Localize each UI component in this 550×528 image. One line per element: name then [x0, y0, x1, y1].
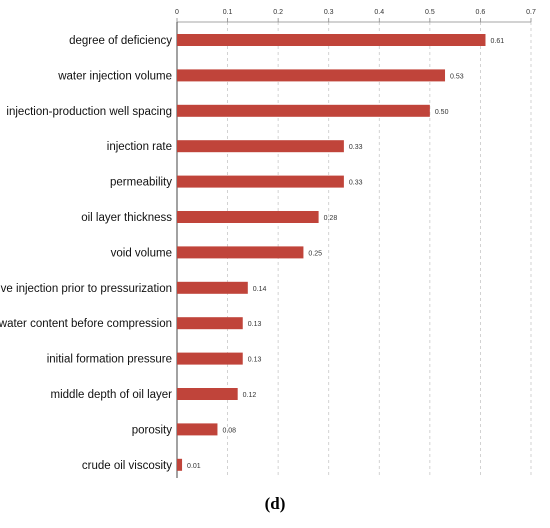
panel-label: (d)	[264, 494, 286, 513]
x-tick-label: 0.6	[476, 9, 486, 16]
category-label: degree of deficiency	[69, 35, 172, 47]
x-tick-label: 0.3	[324, 9, 334, 16]
bar	[177, 317, 243, 330]
bar	[177, 246, 304, 259]
category-label: permeability	[110, 177, 172, 189]
category-label: middle depth of oil layer	[51, 389, 173, 401]
bar	[177, 458, 183, 471]
data-label: 0.61	[490, 38, 504, 45]
x-tick-label: 0.2	[273, 9, 283, 16]
category-label: crude oil viscosity	[82, 460, 172, 472]
category-label: initial formation pressure	[47, 354, 172, 366]
category-label: oil layer thickness	[81, 212, 172, 224]
data-label: 0.25	[308, 250, 322, 257]
category-label: injection rate	[107, 141, 172, 153]
category-label: water injection volume	[57, 70, 172, 82]
data-label: 0.14	[253, 286, 267, 293]
data-label: 0.01	[187, 463, 201, 470]
data-label: 0.13	[248, 357, 262, 364]
bar	[177, 140, 344, 153]
x-tick-label: 0.1	[223, 9, 233, 16]
category-label: water content before compression	[0, 318, 172, 330]
x-tick-label: 0.4	[374, 9, 384, 16]
data-label: 0.53	[450, 73, 464, 80]
bar	[177, 281, 248, 294]
data-label: 0.33	[349, 180, 363, 187]
bar	[177, 175, 344, 188]
bar	[177, 34, 486, 46]
bar	[177, 352, 243, 365]
data-label: 0.28	[324, 215, 338, 222]
bar	[177, 388, 238, 400]
category-label: cumulative injection prior to pressuriza…	[0, 283, 172, 295]
data-label: 0.33	[349, 144, 363, 151]
x-tick-label: 0.7	[526, 9, 536, 16]
category-label: porosity	[132, 424, 173, 436]
bar-chart: 0 0.1 0.2 0.3 0.4 0.5 0.6 0.7 degree of deficien…	[0, 9, 536, 478]
data-label: 0.50	[435, 109, 449, 116]
bar	[177, 69, 446, 82]
x-tick-label: 0	[175, 9, 179, 16]
x-tick-label: 0.5	[425, 9, 435, 16]
data-label: 0.08	[222, 427, 236, 434]
bar	[177, 211, 319, 223]
bar	[177, 104, 430, 117]
data-label: 0.13	[248, 321, 262, 328]
bar	[177, 423, 218, 436]
category-label: injection-production well spacing	[6, 106, 172, 118]
category-label: void volume	[111, 247, 172, 259]
data-label: 0.12	[243, 392, 257, 399]
